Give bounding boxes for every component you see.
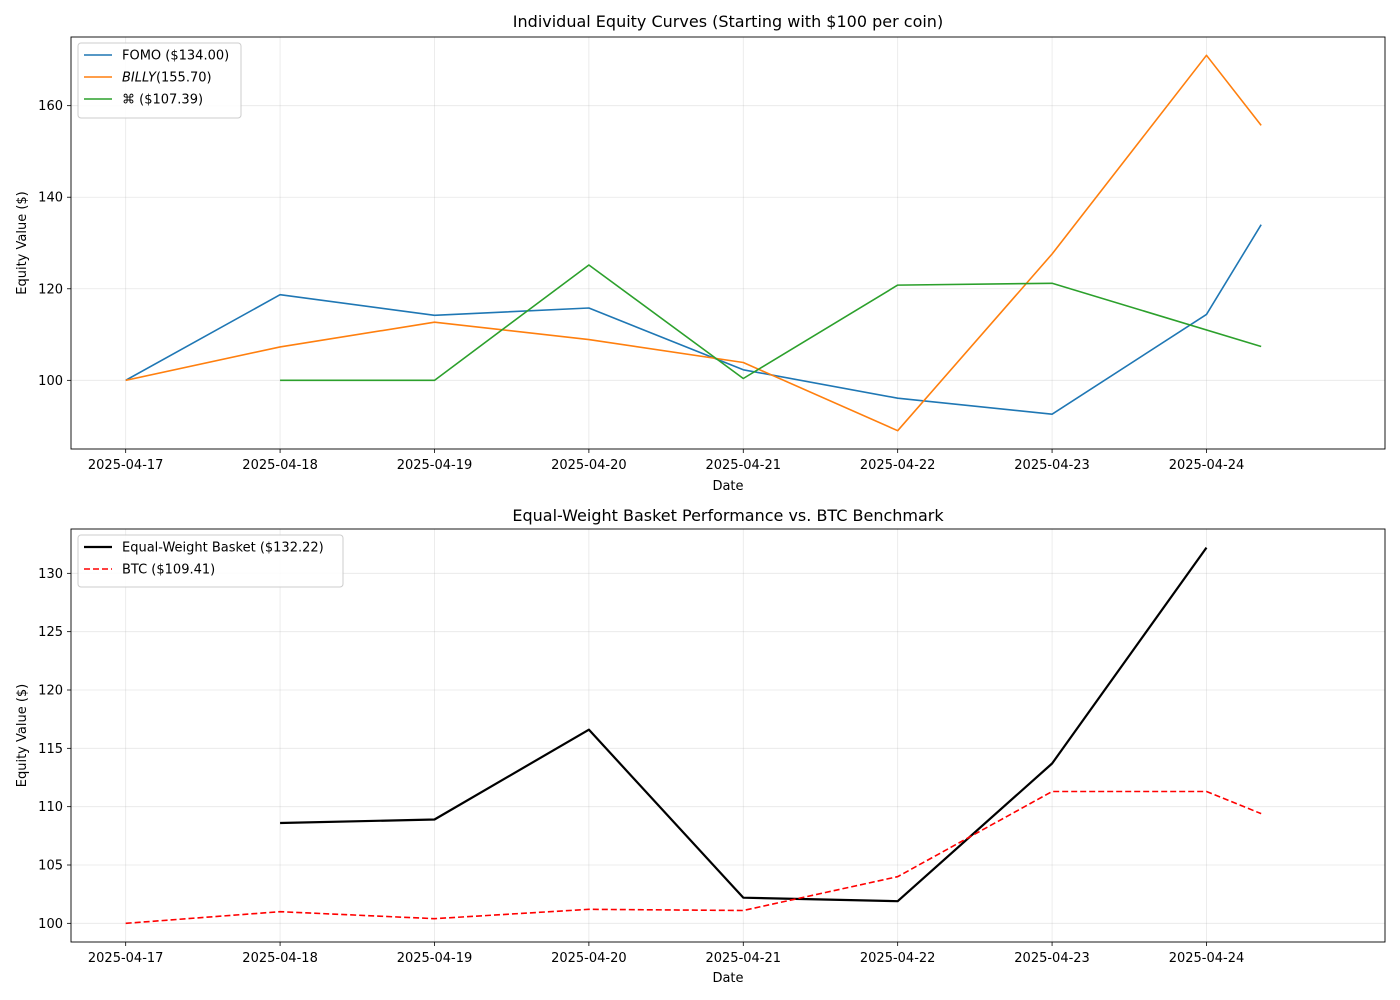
series-line-fomo-134-00 [125, 224, 1262, 416]
series-line-equal-weight-basket-132-22 [280, 547, 1208, 903]
chart-2: 2025-04-17 2025-04-18 2025-04-19 2025-04-20… [15, 506, 1386, 986]
y-tick-label: 125 [38, 625, 63, 640]
legend-label-btc-109-41: BTC ($109.41) [122, 563, 215, 578]
y-axis-label: Equity Value ($) [15, 191, 30, 295]
y-tick-label: 110 [38, 800, 63, 815]
y-tick-label: 130 [38, 567, 63, 582]
x-tick-label: 2025-04-18 [242, 458, 318, 473]
x-tick-label: 2025-04-23 [1014, 458, 1090, 473]
legend-label-equal-weight-basket-132-22: Equal-Weight Basket ($132.22) [122, 541, 324, 556]
y-tick-label: 140 [38, 191, 63, 206]
x-tick-label: 2025-04-19 [397, 951, 473, 966]
x-tick-label: 2025-04-22 [860, 458, 936, 473]
x-tick-label: 2025-04-21 [705, 951, 781, 966]
plot-frame [70, 36, 1386, 450]
legend-label-billy-155-70: BILLY(155.70) [122, 71, 212, 86]
chart-title: Equal-Weight Basket Performance vs. BTC … [512, 506, 944, 525]
y-tick-label: 100 [38, 917, 63, 932]
y-tick-label: 105 [38, 859, 63, 874]
x-tick-label: 2025-04-22 [860, 951, 936, 966]
x-tick-label: 2025-04-19 [397, 458, 473, 473]
legend: Equal-Weight Basket ($132.22) BTC ($109.4… [77, 534, 344, 588]
x-tick-label: 2025-04-23 [1014, 951, 1090, 966]
x-tick-label: 2025-04-17 [88, 458, 164, 473]
y-tick-label: 100 [38, 374, 63, 389]
y-tick-label: 160 [38, 99, 63, 114]
x-tick-label: 2025-04-18 [242, 951, 318, 966]
legend-label-107-39: ⌘ ($107.39) [122, 93, 203, 108]
legend-label-italic-part: BILLY [122, 71, 157, 86]
y-tick-label: 120 [38, 684, 63, 699]
x-tick-label: 2025-04-21 [705, 458, 781, 473]
legend-label-rest: (155.70) [156, 71, 212, 86]
series-line-billy-155-70 [125, 54, 1262, 432]
legend-box [77, 42, 242, 119]
chart-1: 2025-04-17 2025-04-18 2025-04-19 2025-04-20… [15, 12, 1386, 494]
y-tick-label: 120 [38, 282, 63, 297]
x-tick-label: 2025-04-17 [88, 951, 164, 966]
legend: FOMO ($134.00) BILLY(155.70) ⌘ ($107.39) [77, 42, 242, 119]
x-axis-label: Date [712, 479, 743, 494]
x-tick-label: 2025-04-20 [551, 458, 627, 473]
series-line-btc-109-41 [125, 790, 1262, 925]
y-tick-label: 115 [38, 742, 63, 757]
y-axis-label: Equity Value ($) [15, 684, 30, 788]
series-line-107-39 [280, 264, 1262, 382]
chart-title: Individual Equity Curves (Starting with … [513, 12, 943, 31]
x-tick-label: 2025-04-24 [1169, 458, 1245, 473]
x-tick-label: 2025-04-24 [1169, 951, 1245, 966]
plot-frame [70, 528, 1386, 943]
x-axis-label: Date [712, 971, 743, 986]
legend-label-fomo-134-00: FOMO ($134.00) [122, 49, 229, 64]
x-tick-label: 2025-04-20 [551, 951, 627, 966]
legend-box [77, 534, 344, 588]
